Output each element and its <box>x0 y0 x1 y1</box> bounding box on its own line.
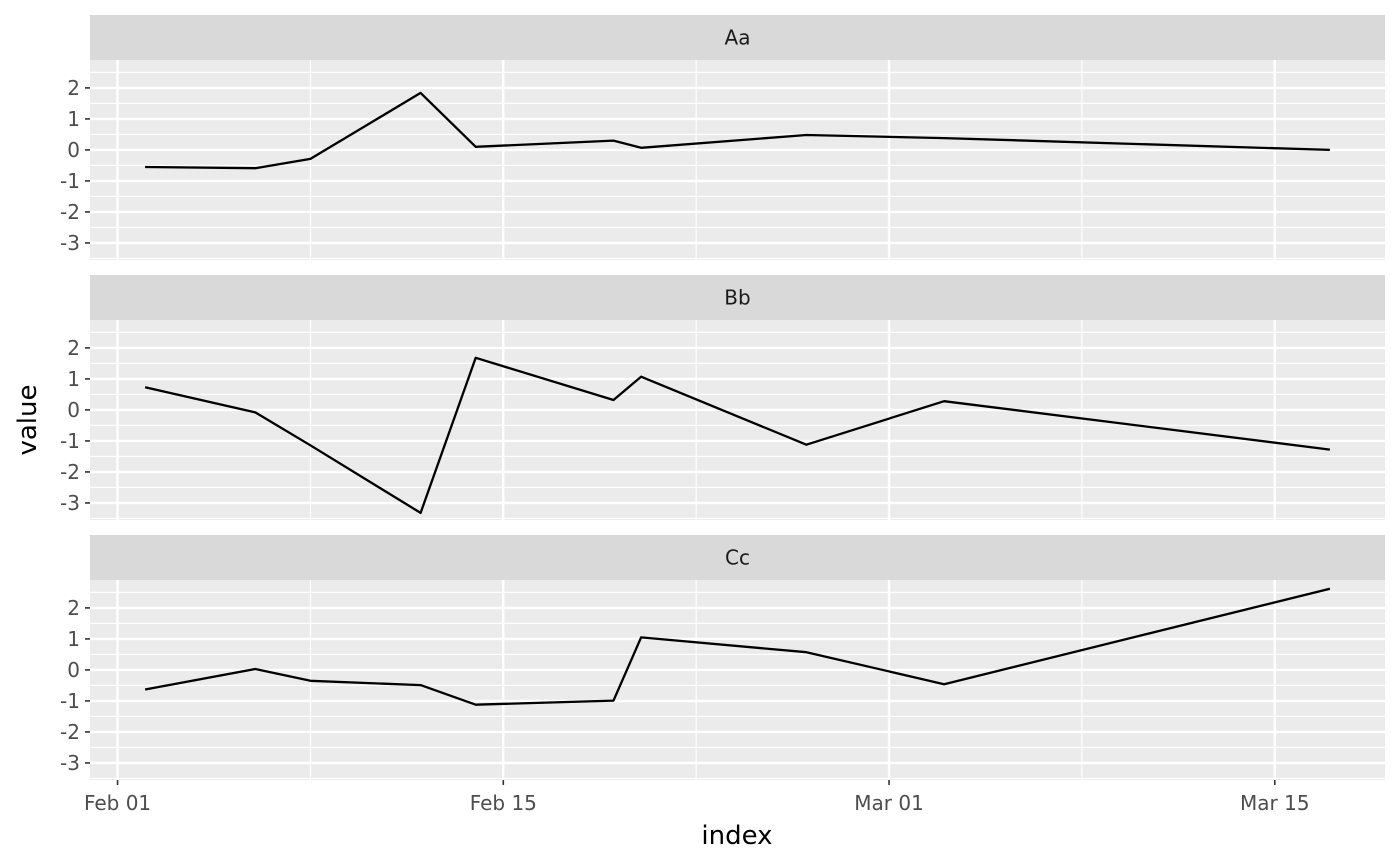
y-tick-label: -1 <box>60 169 80 193</box>
y-tick-label: 2 <box>67 336 80 360</box>
y-tick-label: 0 <box>67 398 80 422</box>
facet-strip <box>90 535 1385 580</box>
x-axis-title: index <box>701 821 772 851</box>
facet-panels: Aa 2 1 0 -1 -2 -3 Bb 2 1 0 -1 -2 -3 Cc 2 1 0 -1 -2 -3 <box>60 15 1385 780</box>
y-tick-label: -1 <box>60 689 80 713</box>
series-line <box>144 356 1331 515</box>
y-tick-label: -3 <box>60 231 80 255</box>
x-axis: Feb 01 Feb 15 Mar 01 Mar 15 <box>84 780 1310 815</box>
facet-panel: Aa 2 1 0 -1 -2 -3 <box>60 15 1385 260</box>
facet-strip <box>90 15 1385 60</box>
facet-strip-label: Aa <box>725 26 751 50</box>
y-tick-label: -2 <box>60 200 80 224</box>
facet-panel: Cc 2 1 0 -1 -2 -3 <box>60 535 1385 780</box>
y-tick-label: 1 <box>67 627 80 651</box>
y-tick-label: 2 <box>67 76 80 100</box>
facet-strip-label: Cc <box>725 546 750 570</box>
x-tick-label: Mar 15 <box>1240 791 1310 815</box>
x-tick-label: Feb 15 <box>470 791 537 815</box>
y-tick-label: 0 <box>67 658 80 682</box>
y-axis-title: value <box>13 384 43 455</box>
y-tick-label: -2 <box>60 460 80 484</box>
facet-strip <box>90 275 1385 320</box>
y-tick-label: -3 <box>60 751 80 775</box>
y-tick-label: 1 <box>67 367 80 391</box>
panel-background <box>90 60 1385 260</box>
panel-background <box>90 580 1385 780</box>
y-tick-label: -2 <box>60 720 80 744</box>
facet-strip-label: Bb <box>724 286 750 310</box>
y-tick-label: 0 <box>67 138 80 162</box>
y-tick-label: 1 <box>67 107 80 131</box>
y-tick-label: -1 <box>60 429 80 453</box>
series-line <box>145 91 1330 170</box>
series-line <box>144 587 1331 706</box>
y-tick-label: 2 <box>67 596 80 620</box>
facet-panel: Bb 2 1 0 -1 -2 -3 <box>60 275 1385 520</box>
x-tick-label: Mar 01 <box>854 791 924 815</box>
y-tick-label: -3 <box>60 491 80 515</box>
x-tick-label: Feb 01 <box>84 791 151 815</box>
panel-background <box>90 320 1385 520</box>
